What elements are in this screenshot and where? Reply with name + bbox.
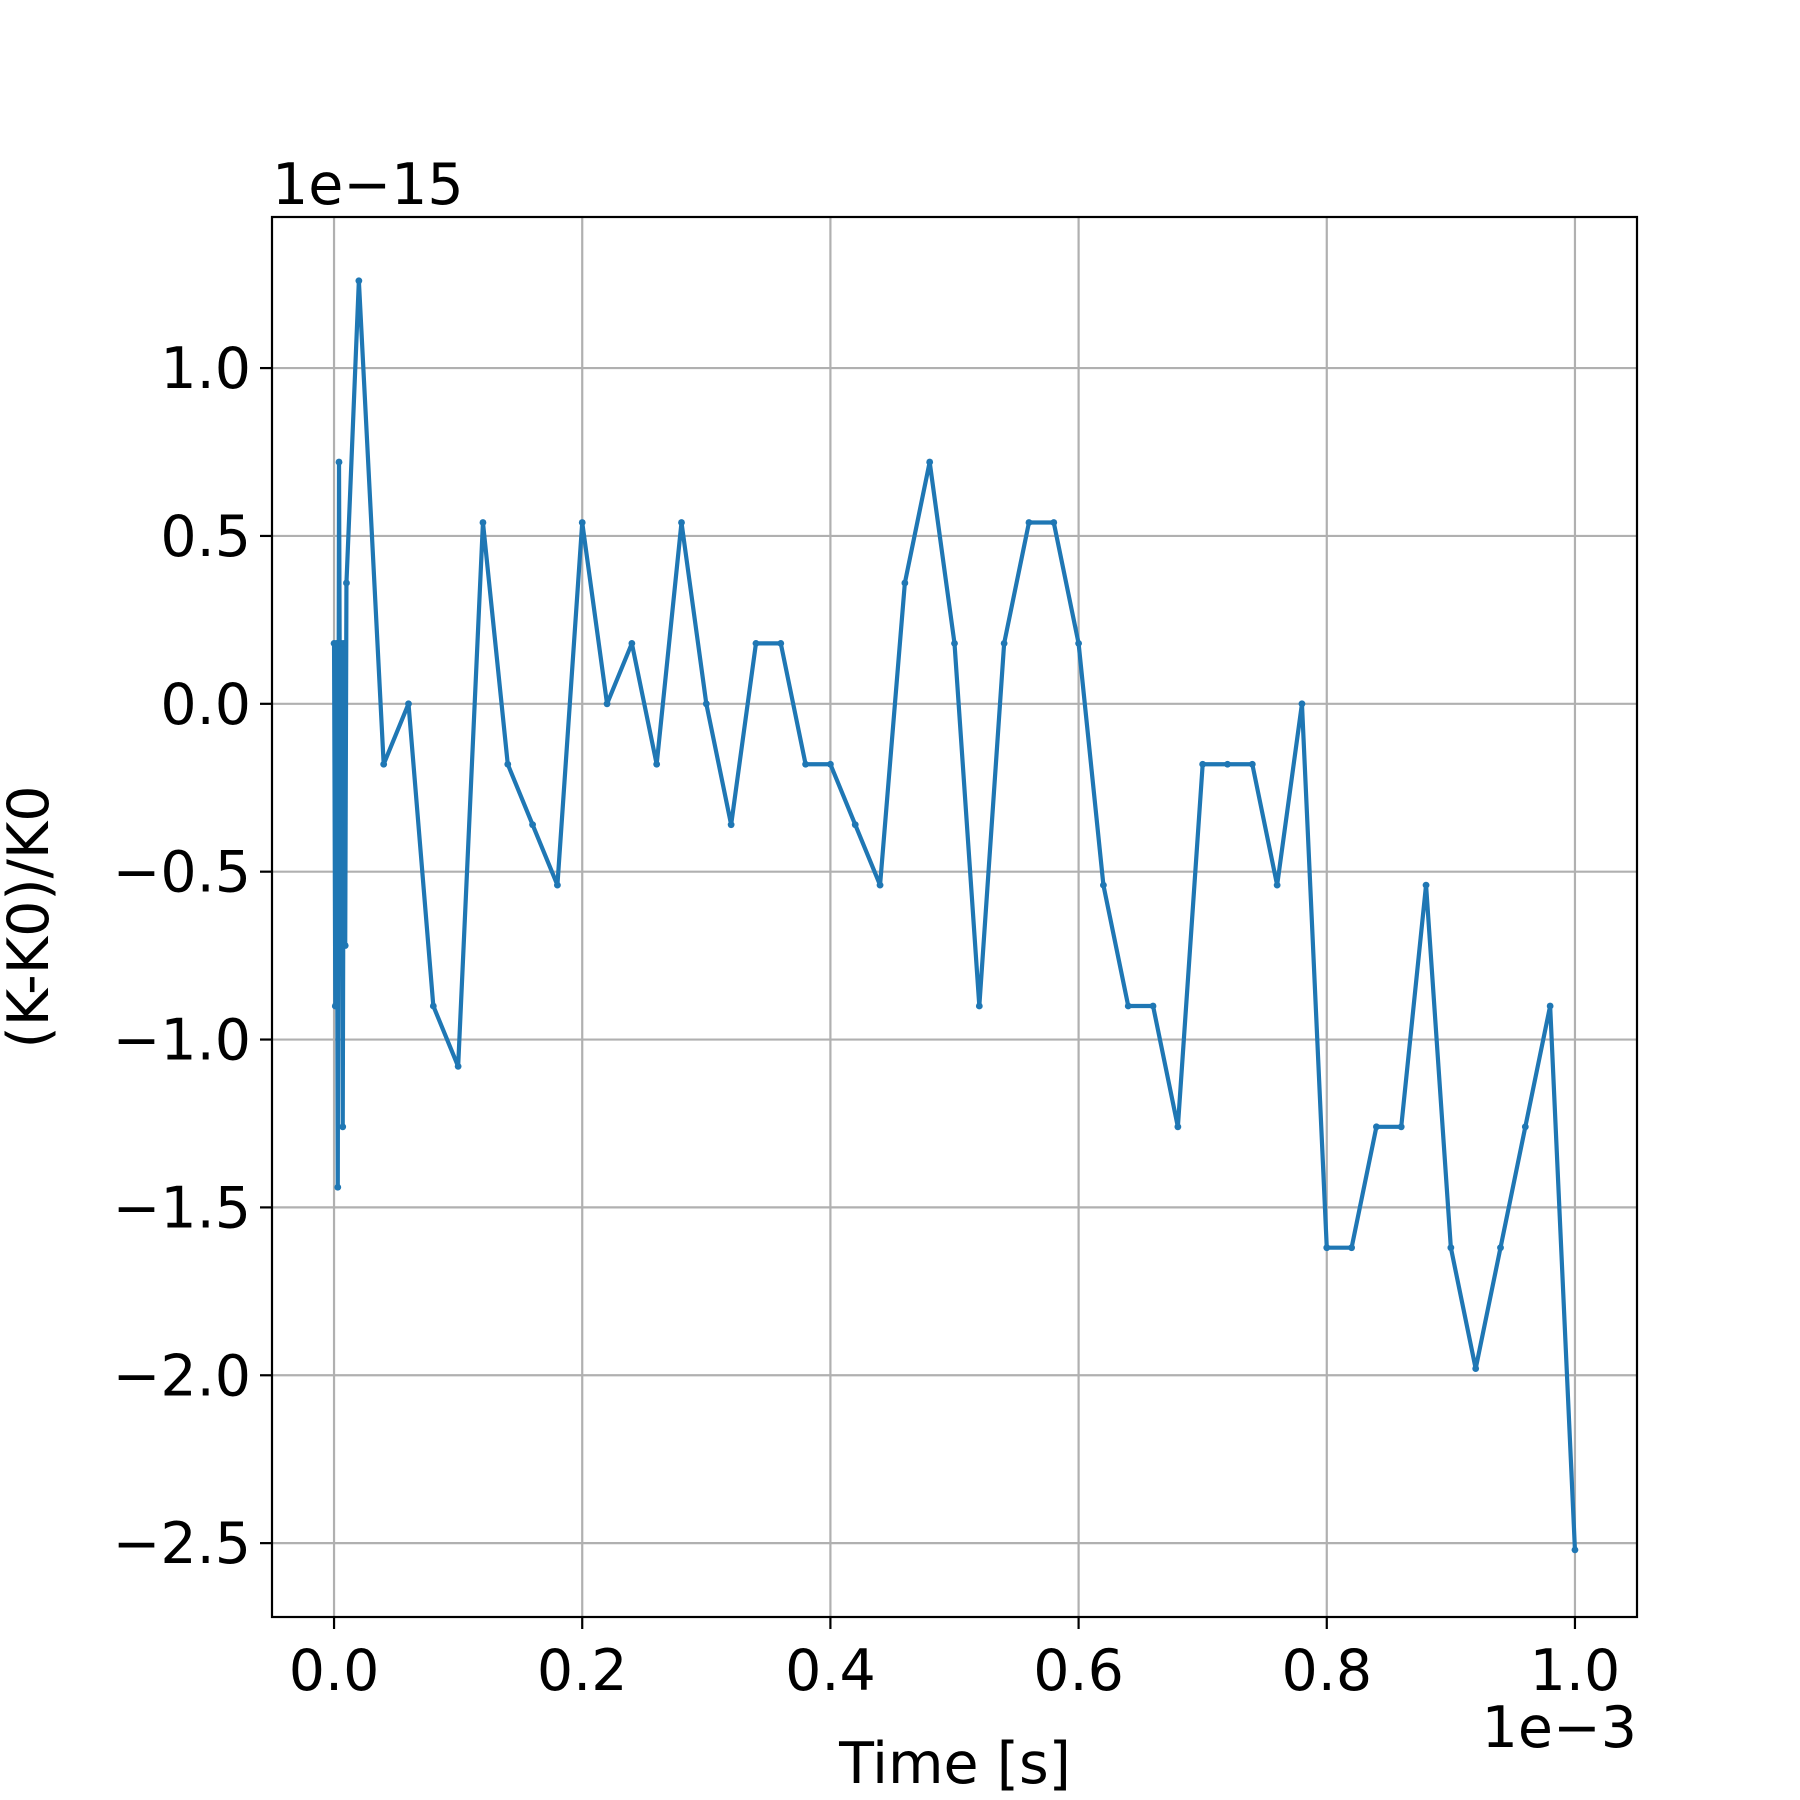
y-tick-label: 0.5 xyxy=(160,504,251,570)
data-point xyxy=(1323,1244,1331,1252)
data-point xyxy=(479,519,487,526)
x-tick-label: 0.2 xyxy=(537,1638,628,1704)
y-tick-label: −2.0 xyxy=(113,1343,251,1409)
x-tick-label: 1.0 xyxy=(1530,1638,1621,1704)
y-offset-label: 1e−15 xyxy=(272,152,464,218)
data-point xyxy=(1075,639,1082,647)
data-point xyxy=(827,760,834,768)
data-point xyxy=(876,881,884,889)
y-tick-label: −2.5 xyxy=(113,1511,251,1577)
data-point xyxy=(429,1002,437,1010)
data-point xyxy=(1199,760,1207,768)
x-tick-label: 0.8 xyxy=(1281,1638,1372,1704)
data-point xyxy=(341,942,349,949)
data-point xyxy=(777,639,785,647)
data-point xyxy=(331,1002,339,1010)
plot-area-background xyxy=(272,217,1637,1617)
y-axis-ticks: 1.0 0.5 0.0 −0.5 −1.0 −1.5 −2.0 −2.5 xyxy=(113,336,272,1577)
data-point xyxy=(1472,1365,1480,1372)
x-tick-label: 0.0 xyxy=(289,1638,380,1704)
data-point xyxy=(1521,1123,1529,1131)
data-point xyxy=(1000,639,1008,647)
data-point xyxy=(628,639,636,647)
data-point xyxy=(851,821,859,829)
data-point xyxy=(1124,1002,1132,1010)
data-point xyxy=(975,1002,983,1010)
data-point xyxy=(926,458,934,466)
data-point xyxy=(1447,1244,1455,1252)
data-point xyxy=(1100,881,1107,889)
data-point xyxy=(1497,1244,1504,1252)
data-point xyxy=(554,881,561,889)
y-tick-label: −1.5 xyxy=(113,1175,251,1241)
data-point xyxy=(336,821,344,829)
data-point xyxy=(653,760,661,768)
data-point xyxy=(1298,700,1306,708)
y-tick-label: −1.0 xyxy=(113,1008,251,1074)
series-lines xyxy=(330,277,1579,1554)
data-point xyxy=(334,1183,342,1191)
data-point xyxy=(727,821,735,829)
data-point xyxy=(1348,1244,1355,1252)
data-point xyxy=(339,1123,347,1131)
data-point xyxy=(1050,519,1058,526)
data-point xyxy=(504,760,512,768)
data-point xyxy=(340,639,348,647)
data-point xyxy=(1422,881,1430,889)
data-point xyxy=(355,277,363,285)
x-tick-label: 0.6 xyxy=(1033,1638,1124,1704)
data-point xyxy=(1248,760,1256,768)
data-point xyxy=(1546,1002,1554,1010)
data-point xyxy=(335,458,343,466)
x-axis-label: Time [s] xyxy=(838,1731,1071,1797)
x-offset-label: 1e−3 xyxy=(1482,1695,1637,1761)
data-point xyxy=(578,519,586,526)
data-point xyxy=(1224,760,1231,768)
data-point xyxy=(1025,519,1033,526)
data-point xyxy=(529,821,536,829)
data-point xyxy=(333,639,340,647)
plot-frame xyxy=(270,215,1639,1619)
data-point xyxy=(1174,1123,1182,1131)
data-point xyxy=(1149,1002,1157,1010)
data-point xyxy=(678,519,685,526)
data-point xyxy=(951,639,958,647)
data-point xyxy=(802,760,809,768)
data-point xyxy=(1273,881,1281,889)
x-tick-label: 0.4 xyxy=(785,1638,876,1704)
y-tick-label: 1.0 xyxy=(160,336,251,402)
data-point xyxy=(1571,1546,1579,1554)
data-point xyxy=(380,760,388,768)
y-axis-label: (K-K0)/K0 xyxy=(0,786,62,1049)
data-point xyxy=(603,700,611,708)
data-point xyxy=(343,579,350,587)
x-axis-ticks: 0.0 0.2 0.4 0.6 0.8 1.0 xyxy=(289,1617,1621,1704)
data-point xyxy=(702,700,710,708)
data-point xyxy=(752,639,760,647)
data-point xyxy=(1397,1123,1405,1131)
data-point xyxy=(1373,1123,1380,1131)
y-tick-label: 0.0 xyxy=(160,672,251,738)
data-point xyxy=(454,1063,462,1070)
y-tick-label: −0.5 xyxy=(113,840,251,906)
data-point xyxy=(405,700,412,708)
data-point xyxy=(901,579,909,587)
